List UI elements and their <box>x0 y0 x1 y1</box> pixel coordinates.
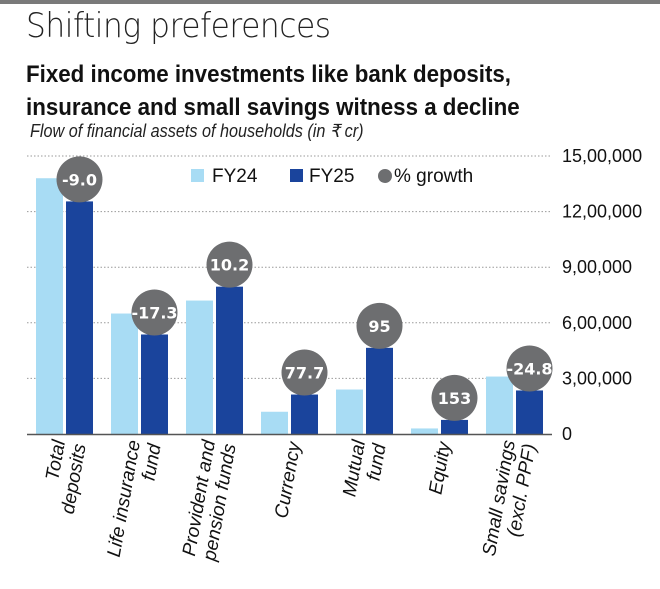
growth-value-label: -9.0 <box>62 170 97 189</box>
subtitle-line-1: Fixed income investments like bank depos… <box>26 61 511 88</box>
subtitle-line-2: insurance and small savings witness a de… <box>26 94 520 121</box>
y-tick-label: 12,00,000 <box>562 202 642 222</box>
growth-value-label: 77.7 <box>285 364 324 383</box>
bar-fy25 <box>291 394 318 434</box>
y-axis-labels: 0 3,00,000 6,00,000 9,00,000 12,00,000 15,00,… <box>562 146 642 444</box>
x-category-label-line: Currency <box>271 439 305 520</box>
bar-fy25 <box>441 419 468 434</box>
legend-label-growth: % growth <box>394 166 473 187</box>
growth-value-label: 153 <box>438 389 471 408</box>
y-tick-label: 3,00,000 <box>562 368 632 388</box>
legend-label-fy24: FY24 <box>212 166 258 187</box>
bars <box>36 178 543 434</box>
growth-bubble <box>431 374 478 421</box>
x-category-label-line: Life insurance <box>104 439 145 559</box>
growth-bubble <box>56 156 103 203</box>
chart-unit-note: Flow of financial assets of households (… <box>30 121 364 141</box>
growth-bubble <box>281 349 328 396</box>
y-tick-label: 9,00,000 <box>562 257 632 277</box>
growth-value-label: 95 <box>368 317 390 336</box>
x-category-label: Equity <box>425 439 455 496</box>
bar-fy24 <box>411 428 438 434</box>
x-category-label: Small savings(excl. PPF) <box>479 438 541 558</box>
x-category-label-line: Equity <box>425 439 455 496</box>
bar-fy24 <box>111 313 138 434</box>
bar-fy24 <box>486 376 513 434</box>
growth-bubble <box>356 302 403 349</box>
bar-fy24 <box>336 389 363 434</box>
chart-subtitle: Fixed income investments like bank depos… <box>26 58 520 124</box>
legend-label-fy25: FY25 <box>309 166 354 187</box>
y-tick-label: 6,00,000 <box>562 313 632 333</box>
growth-bubble <box>131 289 178 336</box>
bar-fy24 <box>36 178 63 434</box>
legend-swatch-fy25 <box>290 169 303 182</box>
growth-value-label: -17.3 <box>131 303 177 322</box>
growth-value-label: 10.2 <box>210 256 249 275</box>
growth-value-label: -24.8 <box>506 359 552 378</box>
growth-bubbles: -9.0 -17.3 10.2 77.7 95 153 -24.8 <box>56 156 553 421</box>
bar-fy25 <box>141 334 168 434</box>
bar-fy25 <box>516 390 543 434</box>
legend-swatch-growth <box>378 169 392 183</box>
bar-fy25 <box>216 286 243 434</box>
y-tick-label: 15,00,000 <box>562 146 642 166</box>
bar-fy25 <box>366 347 393 434</box>
top-rule <box>0 0 660 4</box>
x-category-label: Currency <box>271 439 305 520</box>
bar-fy24 <box>261 411 288 434</box>
legend: FY24 FY25 % growth <box>191 166 473 187</box>
bar-fy25 <box>66 201 93 434</box>
bar-fy24 <box>186 300 213 434</box>
gridlines <box>27 155 552 379</box>
chart-title: Shifting preferences <box>26 6 331 46</box>
growth-bubble <box>506 345 553 392</box>
y-tick-label: 0 <box>562 424 572 444</box>
growth-bubble <box>206 241 253 288</box>
legend-swatch-fy24 <box>191 169 204 182</box>
